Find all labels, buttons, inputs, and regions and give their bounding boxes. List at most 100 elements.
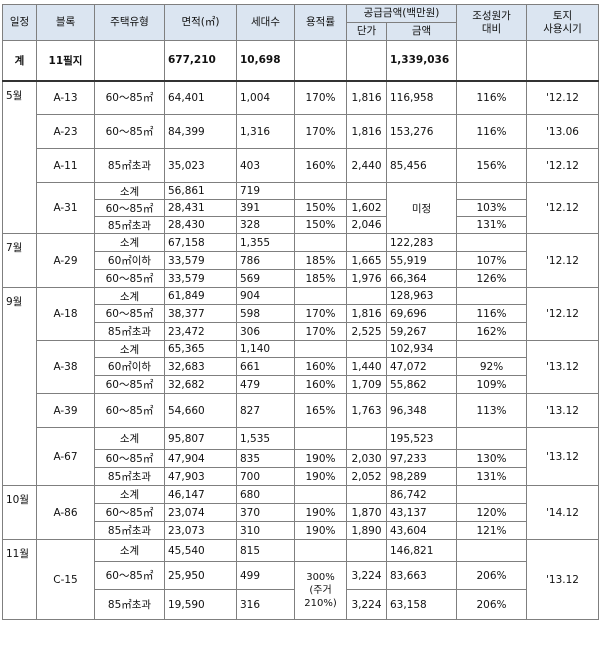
amount-cell: 69,696: [385, 304, 458, 323]
unit-price-cell: [346, 485, 387, 504]
schedule-cell: 5월: [2, 80, 37, 234]
header-amount: 금액: [385, 22, 458, 41]
cost-ratio-cell: 120%: [456, 503, 528, 522]
amount-cell: 43,604: [385, 521, 458, 540]
amount-cell: 86,742: [385, 485, 458, 504]
header-housing-type: 주택유형: [94, 4, 165, 41]
header-land-use-line2: 사용시기: [543, 22, 582, 35]
housing-type-cell: 소계: [94, 233, 165, 252]
area-cell: 67,158: [164, 233, 237, 252]
cost-ratio-cell: 116%: [456, 80, 528, 115]
area-cell: 65,365: [164, 340, 237, 358]
block-cell: A-31: [36, 182, 95, 234]
area-cell: 64,401: [164, 80, 237, 115]
far-cell: 190%: [294, 467, 347, 486]
amount-cell: 195,523: [385, 427, 458, 450]
households-cell: 1,316: [236, 114, 295, 149]
cost-ratio-cell: 121%: [456, 521, 528, 540]
households-cell: 310: [236, 521, 295, 540]
total-price: [346, 40, 387, 82]
land-supply-table: 일정 블록 주택유형 면적(㎡) 세대수 용적률 공급금액(백만원) 조성원가 대…: [2, 4, 600, 620]
table-row: 5월 A-13 60～85㎡ 64,401 1,004 170% 1,816 116,958 1…: [2, 80, 600, 234]
block-cell: A-11: [36, 148, 95, 183]
households-cell: 786: [236, 251, 295, 270]
far-cell: 185%: [294, 251, 347, 270]
households-cell: 569: [236, 269, 295, 288]
far-cell: 150%: [294, 216, 347, 234]
header-supply-amount: 공급금액(백만원): [345, 4, 458, 23]
land-use-cell: '13.12: [526, 340, 600, 394]
far-cell: 165%: [294, 393, 347, 428]
far-cell: [294, 340, 347, 358]
cost-ratio-cell: [456, 340, 528, 358]
households-cell: 306: [236, 322, 295, 341]
far-cell: 300% (주거210%): [294, 561, 347, 620]
households-cell: 1,355: [236, 233, 295, 252]
housing-type-cell: 85㎡초과: [94, 322, 165, 341]
unit-price-cell: 1,816: [346, 80, 387, 115]
header-households: 세대수: [236, 4, 295, 41]
amount-cell: 96,348: [385, 393, 458, 428]
block-cell: A-18: [36, 287, 95, 341]
unit-price-cell: 3,224: [346, 561, 387, 590]
far-cell: [294, 233, 347, 252]
unit-price-cell: 2,052: [346, 467, 387, 486]
cost-ratio-cell: [456, 287, 528, 305]
households-cell: 598: [236, 304, 295, 323]
far-cell: 160%: [294, 357, 347, 376]
total-label: 계: [2, 40, 37, 82]
amount-cell: 83,663: [385, 561, 458, 590]
table-row: A-67 소계 95,807 1,535 195,523 '13.12: [3, 427, 600, 486]
amount-cell: 43,137: [385, 503, 458, 522]
unit-price-cell: 1,816: [346, 304, 387, 323]
unit-price-cell: 1,976: [346, 269, 387, 288]
housing-type-cell: 60～85㎡: [94, 80, 165, 115]
unit-price-cell: [346, 427, 387, 450]
cost-ratio-cell: 116%: [456, 304, 528, 323]
housing-type-cell: 85㎡초과: [94, 521, 165, 540]
households-cell: 904: [236, 287, 295, 305]
unit-price-cell: 1,440: [346, 357, 387, 376]
housing-type-cell: 소계: [94, 287, 165, 305]
area-cell: 23,074: [164, 503, 237, 522]
far-cell: 150%: [294, 199, 347, 217]
housing-type-cell: 소계: [94, 340, 165, 358]
header-area: 면적(㎡): [164, 4, 237, 41]
header-far: 용적률: [294, 4, 347, 41]
unit-price-cell: 1,870: [346, 503, 387, 522]
amount-cell: 59,267: [385, 322, 458, 341]
housing-type-cell: 85㎡초과: [94, 589, 165, 620]
total-area: 677,210: [164, 40, 237, 82]
header-unit-price: 단가: [346, 22, 387, 41]
area-cell: 38,377: [164, 304, 237, 323]
housing-type-cell: 60～85㎡: [94, 393, 165, 428]
area-cell: 23,472: [164, 322, 237, 341]
area-cell: 54,660: [164, 393, 237, 428]
amount-cell: 63,158: [385, 589, 458, 620]
far-cell: [294, 427, 347, 450]
far-cell: 190%: [294, 521, 347, 540]
amount-cell: 122,283: [385, 233, 458, 252]
block-cell: A-86: [36, 485, 95, 540]
schedule-cell: 9월: [2, 287, 37, 486]
housing-type-cell: 60～85㎡: [94, 503, 165, 522]
cost-ratio-cell: 109%: [456, 375, 528, 394]
unit-price-cell: 2,046: [346, 216, 387, 234]
housing-type-cell: 60～85㎡: [94, 561, 165, 590]
table-row: 85㎡초과 19,590 316 3,224 63,158 206%: [3, 589, 599, 620]
far-cell: 170%: [294, 80, 347, 115]
table-row: 60～85㎡ 28,431 391 150% 1,602 103%: [3, 199, 599, 217]
cost-ratio-cell: 130%: [456, 449, 528, 468]
table-row: 9월 A-18 소계 61,849 904 128,963'12.12: [2, 287, 600, 486]
amount-cell: 55,862: [385, 375, 458, 394]
amount-cell: 55,919: [385, 251, 458, 270]
cost-ratio-cell: 156%: [456, 148, 528, 183]
amount-cell: 102,934: [385, 340, 458, 358]
land-use-cell: '12.12: [526, 80, 600, 115]
cost-ratio-cell: 113%: [456, 393, 528, 428]
unit-price-cell: 2,030: [346, 449, 387, 468]
amount-cell: 66,364: [385, 269, 458, 288]
land-use-cell: '12.12: [526, 233, 600, 288]
housing-type-cell: 60～85㎡: [94, 114, 165, 149]
table-row: 60㎡이하 33,579 786 185% 1,665 55,919 107%: [3, 251, 599, 270]
